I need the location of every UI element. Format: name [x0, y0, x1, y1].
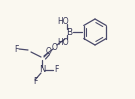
Text: F: F	[33, 78, 37, 87]
Text: O: O	[46, 47, 52, 56]
Text: O: O	[52, 42, 58, 51]
Text: F: F	[14, 44, 18, 53]
Text: N: N	[39, 66, 45, 75]
Text: HO: HO	[57, 17, 69, 26]
Text: HO: HO	[57, 38, 69, 47]
Text: F: F	[54, 66, 58, 75]
Text: B: B	[66, 28, 72, 37]
